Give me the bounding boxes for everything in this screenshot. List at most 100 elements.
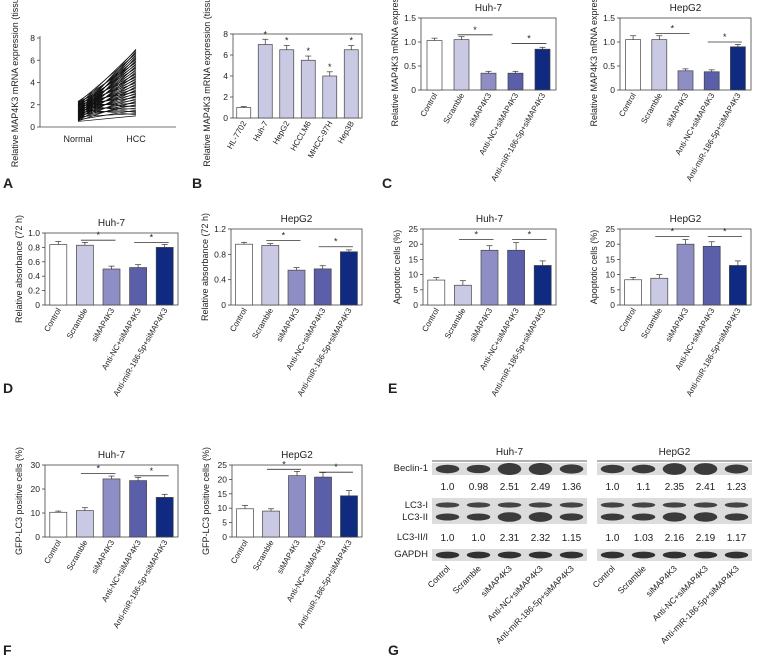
y-tick-label: 6 (223, 50, 228, 60)
y-axis-label: Apoptotic cells (%) (392, 230, 402, 305)
significance-star: * (263, 29, 267, 39)
y-tick-label: 2 (30, 100, 35, 110)
x-tick-label: Anti-miR-186-5p+siMAP4K3 (685, 306, 743, 398)
band-lc3-i (600, 502, 625, 508)
beclin1-ratio: 2.35 (665, 482, 685, 493)
band-beclin1 (559, 464, 584, 474)
chart-title: HepG2 (281, 450, 313, 461)
band-lc3-ii (693, 512, 718, 522)
bar-1 (236, 107, 252, 119)
pair-line (77, 115, 137, 122)
band-beclin1 (497, 462, 522, 476)
y-tick-label: 25 (409, 224, 419, 234)
x-tick-label: siMAP4K3 (664, 91, 691, 128)
bar-4 (300, 59, 316, 119)
significance-star: * (285, 36, 289, 46)
x-tick-label: Control (420, 306, 441, 333)
bar-2 (453, 39, 470, 91)
band-lc3-ii (497, 512, 522, 522)
y-axis-label: Relative MAP4K3 mRNA expression (390, 0, 400, 127)
row-label-lc3-ii: LC3-II (402, 512, 428, 523)
significance-star: * (282, 459, 286, 469)
band-beclin1 (600, 464, 625, 474)
y-tick-label: 0.2 (28, 286, 40, 296)
bar-4 (702, 245, 721, 306)
y-tick-label: 1.5 (603, 13, 615, 23)
y-tick-label: 2 (223, 92, 228, 102)
bar-1 (426, 40, 443, 91)
x-tick-label: HCC (126, 134, 146, 144)
x-tick-label: Anti-miR-186-5p+siMAP4K3 (112, 538, 170, 630)
band-gapdh (600, 551, 625, 559)
panel-c-huh7-chart: Huh-7 Relative MAP4K3 mRNA expression 0 0.5… (390, 0, 557, 183)
lc3-ratio: 1.0 (441, 533, 455, 544)
lane-label: Control (590, 563, 617, 590)
x-tick-label: Anti-miR-186-5p+siMAP4K3 (489, 91, 547, 183)
pair-line (77, 48, 137, 114)
bar-5 (155, 247, 174, 306)
pair-line (77, 109, 137, 121)
panel-f-huh7-chart: Huh-7 GFP-LC3 positive cells (%) 0 10 20 30 Co… (14, 447, 179, 630)
significance-star: * (282, 230, 286, 240)
beclin1-ratio: 1.36 (562, 482, 582, 493)
significance-star: * (473, 25, 477, 35)
bar-4 (314, 476, 332, 538)
y-tick-label: 0.8 (28, 242, 40, 252)
band-lc3-ii (724, 513, 749, 521)
band-gapdh (497, 551, 522, 559)
bar-1 (235, 243, 253, 306)
y-tick-label: 0 (30, 122, 35, 132)
lc3-ratio: 2.31 (500, 533, 520, 544)
y-axis-label: GFP-LC3 positive cells (%) (14, 447, 24, 555)
bar-5 (322, 75, 338, 119)
y-tick-label: 8 (223, 29, 228, 39)
band-beclin1 (435, 464, 460, 474)
bar-3 (102, 478, 121, 538)
band-gapdh (528, 551, 553, 559)
lc3-ratio: 2.16 (665, 533, 685, 544)
y-axis-label: Relative MAP4K3 mRNA expression (tissues… (202, 0, 212, 167)
band-lc3-ii (662, 512, 687, 522)
y-tick-label: 0.8 (214, 249, 226, 259)
panel-d-hepg2-chart: HepG2 Relative absorbance (72 h) 0 0.4 0.8 1.… (200, 213, 363, 398)
x-tick-label: HL-7702 (225, 119, 248, 151)
panel-e-hepg2-chart: HepG2 Apoptotic cells (%) 0 5 10 15 20 25 Contro… (589, 214, 752, 398)
bar-3 (480, 72, 497, 91)
y-tick-label: 4 (223, 71, 228, 81)
band-lc3-i (435, 502, 460, 508)
bar-4 (703, 71, 720, 91)
significance-star: * (96, 230, 100, 240)
x-tick-label: Anti-miR-186-5p+siMAP4K3 (685, 91, 743, 183)
significance-star: * (671, 227, 675, 237)
panel-letter-f: F (3, 642, 12, 658)
lc3-ratio: 1.15 (562, 533, 582, 544)
bar-6 (343, 49, 359, 119)
beclin1-ratio: 2.49 (531, 482, 551, 493)
y-tick-label: 8 (30, 33, 35, 43)
x-tick-label: Scramble (639, 306, 664, 340)
pair-line (77, 100, 137, 122)
panel-letter-c: C (382, 175, 392, 191)
band-gapdh (724, 551, 749, 559)
row-label-lc3-ratio: LC3-II/I (397, 532, 428, 543)
x-tick-label: siMAP4K3 (664, 306, 691, 343)
y-tick-label: 25 (606, 224, 616, 234)
x-tick-label: siMAP4K3 (90, 538, 117, 575)
band-lc3-i (497, 502, 522, 508)
panel-a-chart: 0 2 4 6 8 Relative MAP4K3 mRNA expression (ti… (10, 0, 176, 167)
panel-letter-g: G (388, 642, 399, 658)
bar-1 (624, 279, 642, 306)
band-gapdh (631, 551, 656, 559)
bar-4 (129, 480, 147, 538)
y-axis-label: Apoptotic cells (%) (589, 230, 599, 305)
bar-5 (730, 46, 746, 91)
significance-star: * (528, 230, 532, 240)
y-tick-label: 0 (35, 300, 40, 310)
bar-3 (287, 269, 306, 306)
y-tick-label: 5 (610, 285, 615, 295)
chart-title: Huh-7 (98, 218, 126, 229)
bar-3 (279, 49, 295, 119)
y-tick-label: 0.5 (603, 61, 615, 71)
